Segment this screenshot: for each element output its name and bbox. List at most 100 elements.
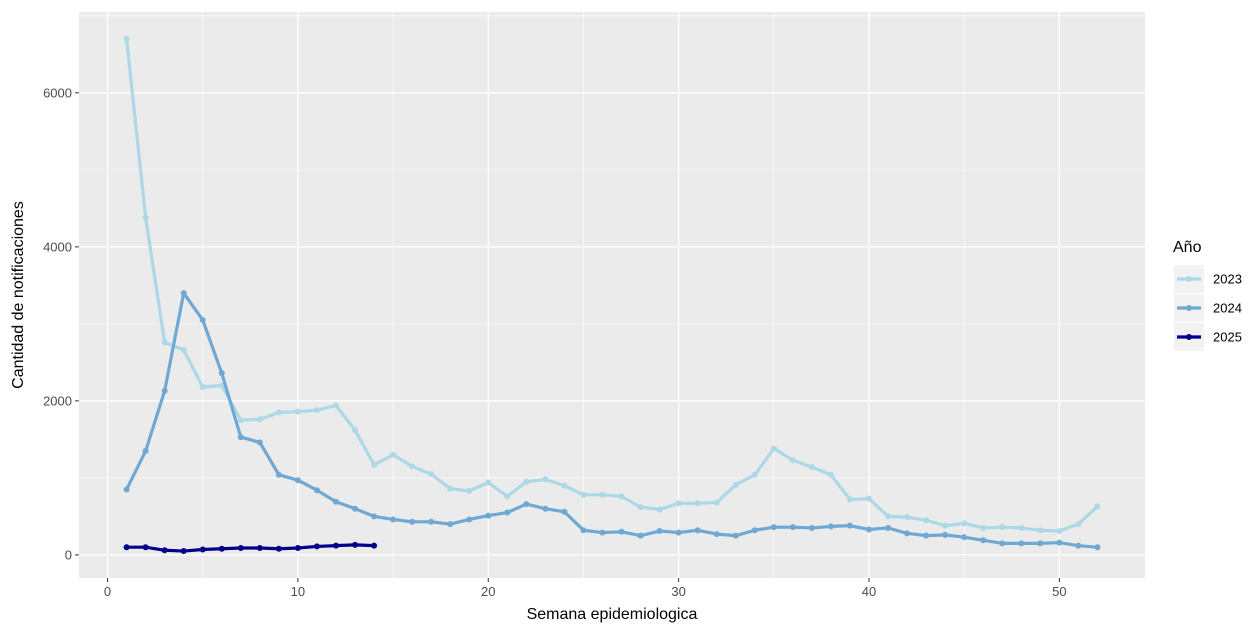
data-point bbox=[523, 478, 530, 485]
x-tick-label: 0 bbox=[104, 584, 111, 599]
data-point bbox=[504, 493, 511, 500]
data-point bbox=[999, 524, 1006, 531]
data-point bbox=[371, 513, 378, 520]
data-point bbox=[770, 524, 777, 531]
data-point bbox=[199, 317, 206, 324]
data-point bbox=[732, 532, 739, 539]
axes: 0 10 20 30 40 50 0 2000 4000 6000 bbox=[43, 85, 1066, 599]
data-point bbox=[332, 402, 339, 409]
data-point bbox=[313, 487, 320, 494]
data-point bbox=[675, 500, 682, 507]
data-point bbox=[808, 464, 815, 471]
x-tick-label: 50 bbox=[1052, 584, 1066, 599]
data-point bbox=[294, 544, 301, 551]
data-point bbox=[942, 522, 949, 529]
data-point bbox=[237, 417, 244, 424]
data-point bbox=[865, 526, 872, 533]
data-point bbox=[275, 471, 282, 478]
data-point bbox=[313, 407, 320, 414]
x-tick-label: 30 bbox=[671, 584, 685, 599]
data-point bbox=[237, 544, 244, 551]
data-point bbox=[390, 516, 397, 523]
data-point bbox=[352, 427, 359, 434]
x-tick-label: 10 bbox=[291, 584, 305, 599]
y-tick-label: 6000 bbox=[43, 85, 72, 100]
series-line-2023 bbox=[124, 37, 1100, 533]
data-point bbox=[180, 548, 187, 555]
data-point bbox=[332, 498, 339, 505]
data-point bbox=[885, 513, 892, 520]
data-point bbox=[675, 529, 682, 536]
data-point bbox=[142, 447, 149, 454]
data-point bbox=[447, 485, 454, 492]
data-point bbox=[199, 384, 206, 391]
data-point bbox=[827, 523, 834, 530]
data-point bbox=[218, 382, 225, 389]
data-point bbox=[561, 482, 568, 489]
series-2024 bbox=[123, 290, 1101, 551]
legend-item-2024: 2024 bbox=[1174, 294, 1242, 322]
legend-title: Año bbox=[1173, 239, 1202, 256]
data-point bbox=[256, 416, 263, 423]
data-point bbox=[275, 545, 282, 552]
data-point bbox=[123, 486, 130, 493]
data-point bbox=[294, 408, 301, 415]
data-point bbox=[599, 529, 606, 536]
y-tick-label: 4000 bbox=[43, 239, 72, 254]
data-point bbox=[656, 528, 663, 535]
data-point bbox=[352, 541, 359, 548]
data-point bbox=[485, 512, 492, 519]
data-point bbox=[827, 471, 834, 478]
data-point bbox=[332, 542, 339, 549]
y-tick-label: 0 bbox=[65, 547, 72, 562]
legend-items: 2023 2024 2025 bbox=[1174, 265, 1242, 351]
x-axis-title: Semana epidemiologica bbox=[527, 606, 698, 623]
data-point bbox=[390, 451, 397, 458]
series-line-2025 bbox=[124, 543, 376, 553]
data-point bbox=[732, 481, 739, 488]
data-point bbox=[294, 477, 301, 484]
data-point bbox=[409, 518, 416, 525]
data-point bbox=[352, 505, 359, 512]
data-point bbox=[542, 476, 549, 483]
data-point bbox=[504, 509, 511, 516]
data-point bbox=[447, 521, 454, 528]
data-point bbox=[1094, 544, 1101, 551]
data-point bbox=[751, 471, 758, 478]
series-line-2024 bbox=[124, 291, 1100, 549]
data-point bbox=[466, 516, 473, 523]
data-point bbox=[313, 543, 320, 550]
legend-key-point bbox=[1186, 334, 1192, 340]
data-point bbox=[580, 491, 587, 498]
data-point bbox=[789, 524, 796, 531]
data-point bbox=[237, 434, 244, 441]
data-point bbox=[161, 387, 168, 394]
data-point bbox=[923, 517, 930, 524]
x-tick-label: 20 bbox=[481, 584, 495, 599]
plot-panel bbox=[79, 12, 1145, 578]
data-point bbox=[1037, 527, 1044, 534]
data-point bbox=[199, 546, 206, 553]
legend: Año 2023 2024 2025 bbox=[1173, 239, 1242, 351]
data-point bbox=[904, 530, 911, 537]
data-point bbox=[637, 504, 644, 511]
legend-label: 2024 bbox=[1213, 301, 1242, 316]
legend-item-2025: 2025 bbox=[1174, 323, 1242, 351]
data-point bbox=[789, 457, 796, 464]
data-point bbox=[275, 409, 282, 416]
data-point bbox=[1094, 503, 1101, 510]
data-point bbox=[218, 370, 225, 377]
data-point bbox=[656, 506, 663, 513]
data-point bbox=[371, 461, 378, 468]
data-point bbox=[542, 505, 549, 512]
data-point bbox=[713, 531, 720, 538]
data-point bbox=[942, 531, 949, 538]
data-point bbox=[980, 524, 987, 531]
data-point bbox=[694, 500, 701, 507]
data-point bbox=[999, 540, 1006, 547]
data-point bbox=[961, 534, 968, 541]
data-point bbox=[923, 532, 930, 539]
data-point bbox=[637, 532, 644, 539]
